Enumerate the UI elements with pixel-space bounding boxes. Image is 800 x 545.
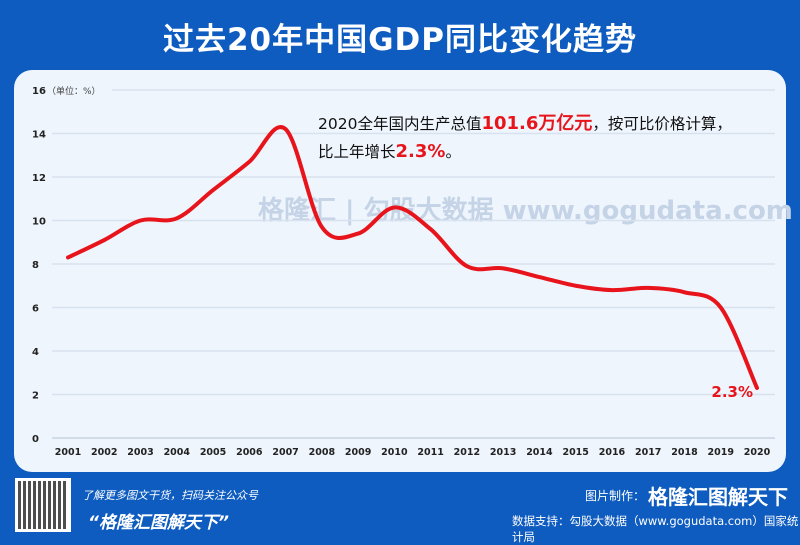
annotation-text: ，按可比价格计算，	[592, 115, 732, 133]
x-tick-label: 2004	[164, 447, 191, 458]
x-tick-label: 2012	[454, 447, 480, 458]
x-tick-label: 2018	[671, 447, 698, 458]
y-tick-label: 2	[32, 391, 39, 402]
y-tick-label: 16	[32, 86, 46, 97]
x-tick-label: 2010	[381, 447, 408, 458]
x-tick-label: 2016	[599, 447, 626, 458]
x-tick-label: 2019	[708, 447, 734, 458]
x-tick-label: 2009	[345, 447, 371, 458]
x-tick-label: 2017	[635, 447, 661, 458]
footer-account-name: “格隆汇图解天下”	[88, 508, 229, 533]
x-tick-label: 2001	[55, 447, 81, 458]
x-tick-label: 2006	[236, 447, 263, 458]
gdp-value: 101.6万亿元	[481, 113, 592, 134]
x-tick-label: 2003	[127, 447, 153, 458]
annotation-text: 。	[445, 143, 461, 161]
data-label-2020: 2.3%	[711, 383, 753, 401]
x-tick-label: 2020	[744, 447, 771, 458]
y-tick-label: 6	[32, 304, 39, 315]
x-tick-label: 2014	[526, 447, 553, 458]
x-tick-label: 2007	[272, 447, 298, 458]
y-tick-label: 4	[32, 347, 39, 358]
x-tick-label: 2008	[309, 447, 336, 458]
chart-annotation: 2020全年国内生产总值101.6万亿元，按可比价格计算， 比上年增长2.3%。	[318, 110, 732, 166]
annotation-text: 比上年增长	[318, 143, 396, 161]
x-tick-label: 2002	[91, 447, 117, 458]
footer-follow-text: 了解更多图文干货，扫码关注公众号	[82, 487, 258, 503]
qr-code[interactable]	[15, 478, 71, 532]
x-tick-label: 2015	[562, 447, 588, 458]
x-tick-label: 2005	[200, 447, 226, 458]
annotation-text: 2020全年国内生产总值	[318, 115, 481, 133]
y-axis-unit: （单位：%）	[47, 85, 101, 97]
data-source: 数据支持：勾股大数据（www.gogudata.com）国家统计局	[512, 513, 800, 545]
y-tick-label: 14	[32, 130, 46, 141]
y-tick-label: 12	[32, 173, 46, 184]
y-tick-label: 8	[32, 260, 39, 271]
x-tick-label: 2011	[417, 447, 443, 458]
y-tick-label: 10	[32, 217, 46, 228]
gdp-growth-line	[68, 127, 757, 388]
maker-brand: 格隆汇图解天下	[648, 481, 788, 510]
x-tick-label: 2013	[490, 447, 516, 458]
y-tick-label: 0	[32, 434, 39, 445]
growth-value: 2.3%	[396, 141, 446, 162]
